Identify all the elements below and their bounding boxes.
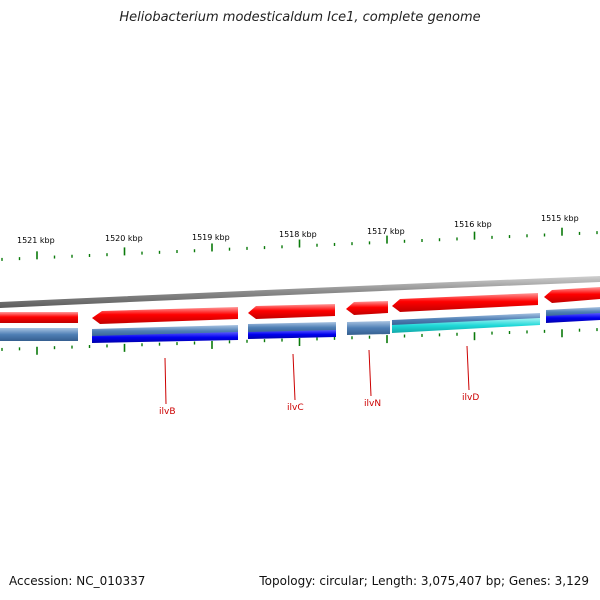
ilvD-gene[interactable] bbox=[392, 318, 540, 333]
ilvB-label[interactable]: ilvB bbox=[159, 407, 176, 417]
scale-label-1515: 1515 kbp bbox=[541, 214, 579, 223]
forward-gene-3[interactable] bbox=[248, 304, 335, 319]
reverse-gene-4[interactable] bbox=[347, 321, 390, 335]
genome-backbone bbox=[0, 276, 600, 308]
ilvB-leader bbox=[164, 357, 167, 405]
ilvD-label[interactable]: ilvD bbox=[462, 393, 479, 403]
reverse-gene-7-deep[interactable] bbox=[546, 313, 600, 323]
summary-text: Topology: circular; Length: 3,075,407 bp… bbox=[259, 574, 589, 588]
reverse-gene-3[interactable] bbox=[248, 322, 336, 333]
forward-gene-1[interactable] bbox=[0, 312, 78, 323]
ilvN-label[interactable]: ilvN bbox=[364, 399, 381, 409]
scale-label-1517: 1517 kbp bbox=[367, 227, 405, 236]
forward-gene-5[interactable] bbox=[392, 293, 538, 312]
scale-label-1521: 1521 kbp bbox=[17, 236, 55, 245]
accession-text: Accession: NC_010337 bbox=[9, 574, 146, 588]
inner-tick-marks bbox=[1, 328, 598, 355]
ilvC-leader bbox=[292, 353, 296, 401]
ilvD-leader bbox=[466, 345, 470, 391]
ilvC-label[interactable]: ilvC bbox=[287, 403, 304, 413]
scale-label-1516: 1516 kbp bbox=[454, 220, 492, 229]
forward-gene-2[interactable] bbox=[92, 307, 238, 324]
ilvB-gene[interactable] bbox=[92, 332, 238, 343]
reverse-gene-1[interactable] bbox=[0, 328, 78, 341]
scale-label-1519: 1519 kbp bbox=[192, 233, 230, 242]
genome-title: Heliobacterium modesticaldum Ice1, compl… bbox=[119, 10, 481, 25]
reverse-gene-5[interactable] bbox=[392, 313, 540, 326]
ilvC-gene[interactable] bbox=[248, 330, 336, 339]
scale-label-1518: 1518 kbp bbox=[279, 230, 317, 239]
forward-gene-6[interactable] bbox=[544, 287, 600, 303]
scale-label-1520: 1520 kbp bbox=[105, 234, 143, 243]
ilvN-leader bbox=[368, 349, 372, 397]
forward-gene-4[interactable] bbox=[346, 301, 388, 315]
outer-tick-marks bbox=[1, 227, 598, 261]
